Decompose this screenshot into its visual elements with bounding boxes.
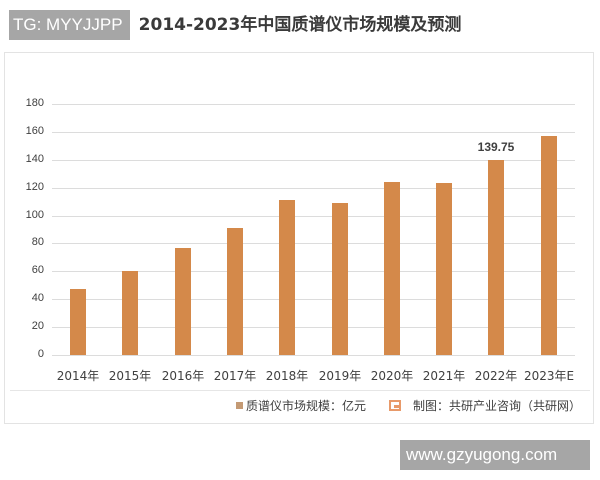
bar (279, 200, 295, 355)
gridline (52, 188, 575, 189)
source-label: 制图：共研产业咨询（共研网） (413, 399, 582, 413)
bar (488, 160, 504, 355)
data-label: 139.75 (477, 140, 515, 154)
legend-swatch (236, 402, 243, 409)
x-tick-label: 2015年 (108, 369, 152, 383)
gridline (52, 271, 575, 272)
bar (122, 271, 138, 355)
y-tick-label: 100 (25, 209, 44, 221)
logo-icon (389, 400, 401, 411)
gridline (52, 132, 575, 133)
bar (541, 136, 557, 355)
x-tick-label: 2019年 (318, 369, 362, 383)
bar (227, 228, 243, 355)
legend: 质谱仪市场规模：亿元 (236, 397, 366, 414)
y-tick-label: 80 (31, 236, 44, 248)
source-note: 制图：共研产业咨询（共研网） (389, 397, 581, 414)
y-tick-label: 0 (37, 348, 44, 360)
chart-title: 2014-2023年中国质谱仪市场规模及预测 (138, 15, 462, 35)
y-tick-label: 20 (31, 320, 44, 332)
watermark-top: TG: MYYJJPP (9, 10, 130, 40)
gridline (52, 299, 575, 300)
gridline (52, 327, 575, 328)
x-tick-label: 2021年 (422, 369, 466, 383)
y-tick-label: 160 (25, 125, 44, 137)
bar (384, 182, 400, 355)
x-tick-label: 2023年E (523, 369, 575, 383)
gridline (52, 243, 575, 244)
gridline (52, 160, 575, 161)
bar (175, 248, 191, 355)
y-tick-label: 60 (31, 264, 44, 276)
y-tick-label: 180 (25, 97, 44, 109)
chart-plot: 2014-2023年中国质谱仪市场规模及预测 0 20 40 60 80 100 120 14… (25, 15, 575, 383)
watermark-bottom: www.gzyugong.com (400, 440, 590, 470)
x-tick-label: 2020年 (370, 369, 414, 383)
y-tick-label: 120 (25, 181, 44, 193)
bar (436, 183, 452, 355)
gridline (52, 104, 575, 105)
x-tick-label: 2022年 (474, 369, 518, 383)
x-tick-label: 2016年 (161, 369, 205, 383)
x-tick-label: 2014年 (56, 369, 100, 383)
legend-label: 质谱仪市场规模：亿元 (246, 399, 367, 413)
y-tick-label: 140 (25, 153, 44, 165)
bar (70, 289, 86, 355)
bar (332, 203, 348, 355)
y-tick-label: 40 (31, 292, 44, 304)
gridline (52, 216, 575, 217)
x-tick-label: 2017年 (213, 369, 257, 383)
gridline (52, 355, 575, 356)
footer-divider (10, 390, 590, 391)
x-tick-label: 2018年 (265, 369, 309, 383)
